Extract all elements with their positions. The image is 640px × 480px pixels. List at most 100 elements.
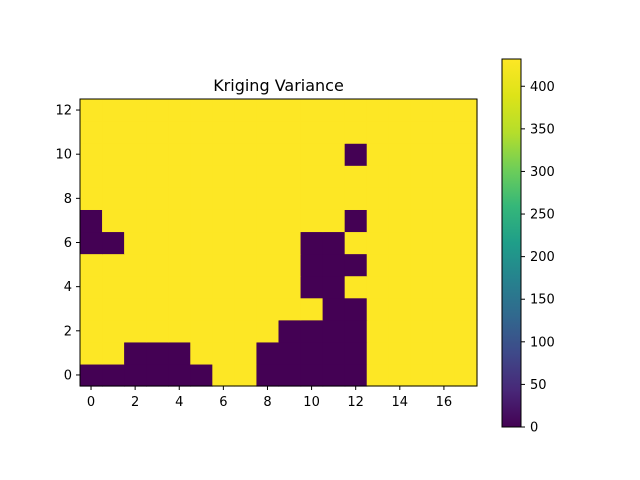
heatmap-cell xyxy=(234,253,258,277)
y-tick-label: 0 xyxy=(64,368,72,383)
heatmap-cell xyxy=(102,143,125,166)
heatmap-cell xyxy=(124,231,147,255)
heatmap-cell xyxy=(388,99,412,122)
heatmap-cell xyxy=(344,143,368,166)
heatmap-cell xyxy=(344,165,368,188)
heatmap-cell xyxy=(168,209,191,233)
heatmap-cell xyxy=(300,319,324,343)
colorbar xyxy=(501,58,522,428)
heatmap-cell xyxy=(300,341,324,365)
colorbar-axis: 0 50 100 150 200 250 300 350 400 xyxy=(521,80,555,436)
heatmap-cell xyxy=(190,253,213,277)
heatmap-cell xyxy=(322,121,346,144)
heatmap-cell xyxy=(410,121,434,144)
heatmap-cell xyxy=(212,99,235,122)
heatmap-cell xyxy=(256,187,280,210)
heatmap-cell xyxy=(366,341,390,365)
heatmap-cell xyxy=(212,143,235,166)
heatmap-cell xyxy=(278,275,302,299)
x-tick-label: 4 xyxy=(175,395,183,410)
heatmap-cell xyxy=(366,363,390,387)
heatmap-cell xyxy=(102,121,125,144)
heatmap-cell xyxy=(102,319,125,343)
heatmap-cell xyxy=(454,319,478,343)
heatmap-cell xyxy=(432,165,456,188)
heatmap-cell xyxy=(454,363,478,387)
heatmap-cell xyxy=(146,231,169,255)
heatmap-cell xyxy=(168,297,191,321)
x-tick-label: 8 xyxy=(263,395,271,410)
heatmap-cell xyxy=(366,253,390,277)
heatmap-cell xyxy=(80,99,103,122)
heatmap-cell xyxy=(432,253,456,277)
heatmap-cell xyxy=(256,99,280,122)
heatmap-cell xyxy=(366,187,390,210)
heatmap-cell xyxy=(146,275,169,299)
heatmap-cell xyxy=(278,121,302,144)
heatmap-cell xyxy=(102,297,125,321)
heatmap-cell xyxy=(410,143,434,166)
heatmap-cell xyxy=(234,319,258,343)
heatmap-cell xyxy=(322,297,346,321)
heatmap-cell xyxy=(102,99,125,122)
heatmap-cell xyxy=(278,209,302,233)
heatmap-cell xyxy=(102,231,125,255)
heatmap-cell xyxy=(80,341,103,365)
heatmap-cell xyxy=(80,363,103,387)
heatmap-cell xyxy=(212,209,235,233)
heatmap-cell xyxy=(256,319,280,343)
heatmap-cell xyxy=(168,275,191,299)
heatmap-cell xyxy=(278,187,302,210)
heatmap-cell xyxy=(190,319,213,343)
x-tick-label: 14 xyxy=(392,395,409,410)
colorbar-tick-label: 0 xyxy=(530,421,538,436)
y-tick-label: 8 xyxy=(64,192,72,207)
heatmap-cell xyxy=(388,341,412,365)
heatmap-cell xyxy=(344,341,368,365)
y-tick-label: 4 xyxy=(64,280,72,295)
heatmap-cell xyxy=(124,99,147,122)
heatmap-cell xyxy=(234,297,258,321)
heatmap-cell xyxy=(190,341,213,365)
heatmap-cell xyxy=(432,275,456,299)
heatmap-cell xyxy=(300,121,324,144)
heatmap-cell xyxy=(124,341,147,365)
heatmap-cell xyxy=(234,275,258,299)
heatmap-cell xyxy=(146,143,169,166)
heatmap-cell xyxy=(80,187,103,210)
y-tick-label: 6 xyxy=(64,236,72,251)
heatmap-cell xyxy=(146,253,169,277)
heatmap-cell xyxy=(146,341,169,365)
heatmap-cell xyxy=(322,275,346,299)
heatmap-cell xyxy=(366,99,390,122)
heatmap-cell xyxy=(432,99,456,122)
heatmap-cell xyxy=(168,143,191,166)
heatmap-cell xyxy=(410,209,434,233)
heatmap-cell xyxy=(256,341,280,365)
heatmap-cell xyxy=(322,143,346,166)
heatmap-cell xyxy=(168,165,191,188)
heatmap-cell xyxy=(80,319,103,343)
heatmap-cell xyxy=(322,187,346,210)
heatmap-cell xyxy=(366,165,390,188)
heatmap-cell xyxy=(80,231,103,255)
x-axis: 0 2 4 6 8 10 12 14 16 xyxy=(87,386,452,410)
heatmap-cell xyxy=(454,187,478,210)
heatmap-cell xyxy=(410,231,434,255)
heatmap-cell xyxy=(212,187,235,210)
heatmap-cell xyxy=(124,143,147,166)
colorbar-tick-label: 200 xyxy=(530,250,555,265)
heatmap-cell xyxy=(256,231,280,255)
chart-title: Kriging Variance xyxy=(213,76,344,95)
heatmap-cell xyxy=(388,187,412,210)
heatmap-cell xyxy=(410,99,434,122)
colorbar-tick-label: 150 xyxy=(530,293,555,308)
heatmap-cell xyxy=(168,363,191,387)
heatmap-cell xyxy=(454,341,478,365)
heatmap-cell xyxy=(454,253,478,277)
heatmap-cell xyxy=(366,143,390,166)
heatmap-cell xyxy=(146,165,169,188)
heatmap-cell xyxy=(234,165,258,188)
heatmap-cell xyxy=(300,165,324,188)
